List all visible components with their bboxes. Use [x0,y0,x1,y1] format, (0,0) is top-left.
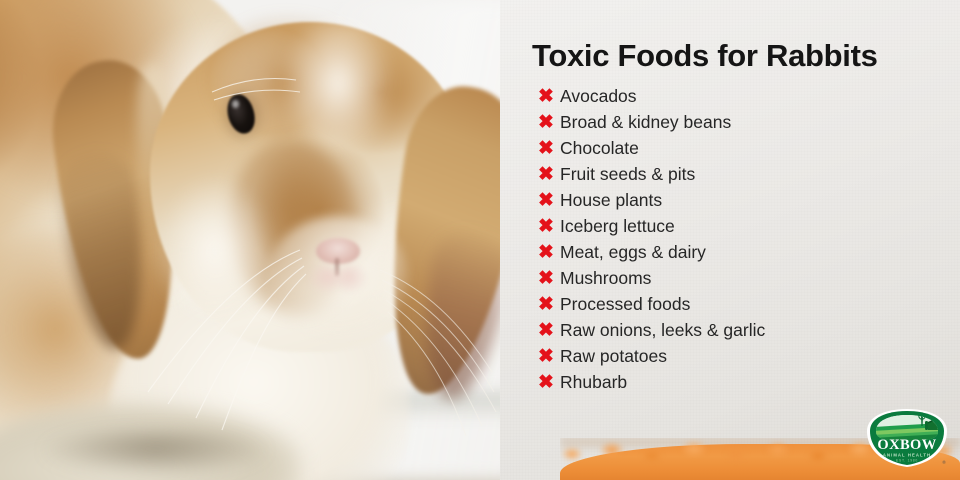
rabbit-lip-right [336,266,368,294]
rabbit-eye-highlight [232,100,239,108]
rabbit-philtrum [335,258,339,276]
page-title: Toxic Foods for Rabbits [532,38,878,73]
list-item: ✖ Chocolate [536,136,936,162]
list-item-label: Raw potatoes [560,346,668,367]
list-item: ✖ Meat, eggs & dairy [536,240,936,266]
cross-icon: ✖ [538,163,554,185]
logo-established-text: EST. 1980 [896,459,918,463]
list-item: ✖ Raw onions, leeks & garlic [536,318,936,344]
list-item-label: House plants [560,190,663,211]
rabbit-left-cheek [155,178,270,328]
list-item: ✖ Iceberg lettuce [536,214,936,240]
list-item: ✖ Fruit seeds & pits [536,162,936,188]
list-item-label: Broad & kidney beans [560,112,732,133]
logo-farm-scene [876,415,938,441]
cross-icon: ✖ [538,293,554,315]
oxbow-logo[interactable]: OXBOW ANIMAL HEALTH EST. 1980 ® [864,409,950,467]
toxic-foods-list: ✖ Avocados ✖ Broad & kidney beans ✖ Chocolate… [536,84,936,396]
cross-icon: ✖ [538,137,554,159]
content-panel: Toxic Foods for Rabbits ✖ Avocados ✖ Broad … [500,0,960,480]
list-item-label: Chocolate [560,138,639,159]
panel-texture [500,0,960,480]
cross-icon: ✖ [538,189,554,211]
list-item-label: Iceberg lettuce [560,216,675,237]
list-item: ✖ Rhubarb [536,370,936,396]
list-item-label: Avocados [560,86,637,107]
cross-icon: ✖ [538,85,554,107]
logo-registered-mark: ® [942,460,946,465]
list-item-label: Mushrooms [560,268,652,289]
list-item: ✖ Raw potatoes [536,344,936,370]
logo-brand-text: OXBOW [877,437,936,453]
cross-icon: ✖ [538,241,554,263]
rabbit-contact-shadow [40,430,270,476]
list-item-label: Rhubarb [560,372,628,393]
list-item: ✖ House plants [536,188,936,214]
cross-icon: ✖ [538,267,554,289]
list-item: ✖ Mushrooms [536,266,936,292]
cross-icon: ✖ [538,345,554,367]
list-item: ✖ Processed foods [536,292,936,318]
list-item-label: Processed foods [560,294,691,315]
cross-icon: ✖ [538,111,554,133]
list-item-label: Raw onions, leeks & garlic [560,320,766,341]
list-item: ✖ Broad & kidney beans [536,110,936,136]
oxbow-logo-mark: OXBOW ANIMAL HEALTH EST. 1980 ® [867,409,947,467]
rabbit-photo [0,0,560,480]
rabbit-lip-left [308,266,340,294]
cross-icon: ✖ [538,215,554,237]
list-item-label: Fruit seeds & pits [560,164,696,185]
logo-tagline-text: ANIMAL HEALTH [883,452,931,457]
list-item: ✖ Avocados [536,84,936,110]
cross-icon: ✖ [538,319,554,341]
cross-icon: ✖ [538,371,554,393]
list-item-label: Meat, eggs & dairy [560,242,706,263]
